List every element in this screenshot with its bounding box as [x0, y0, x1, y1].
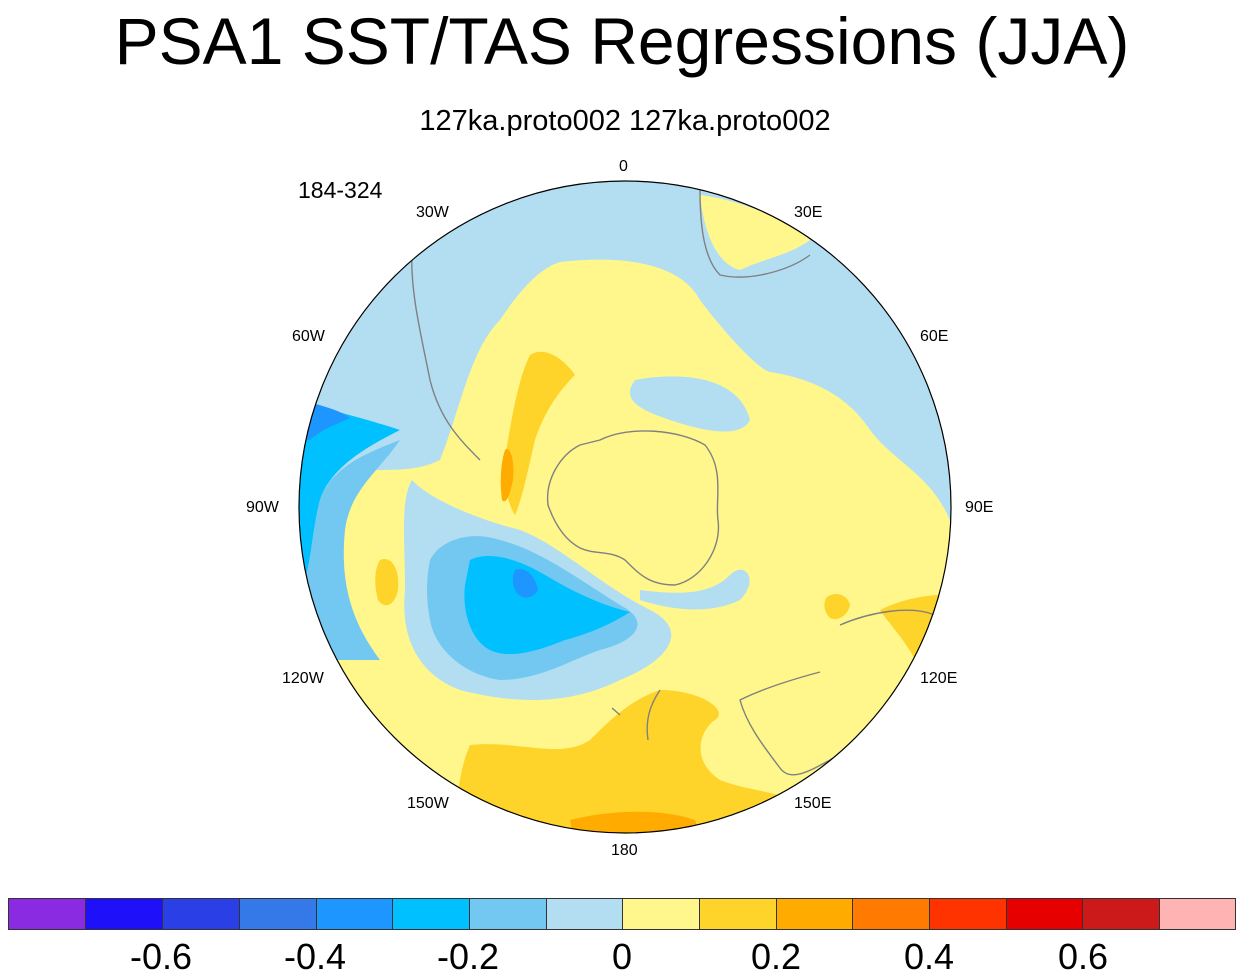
period-label: 184-324 — [298, 177, 383, 203]
plot-subtitle: 127ka.proto002 127ka.proto002 — [419, 105, 831, 137]
colorbar-box — [699, 898, 777, 930]
coast-antarctica — [546, 430, 720, 586]
negative-anomaly-pacific-center — [464, 555, 630, 655]
colorbar-label: -0.6 — [129, 936, 193, 977]
lon-label-180: 180 — [611, 842, 638, 859]
colorbar-label: 0 — [611, 936, 633, 977]
colorbar-box — [239, 898, 317, 930]
colorbar-box — [1159, 898, 1236, 930]
colorbar-label: -0.2 — [436, 936, 500, 977]
coast-africa — [699, 189, 811, 278]
positive-anomaly-nz-sector — [457, 690, 790, 833]
colorbar-box — [776, 898, 854, 930]
lon-label-150e: 150E — [794, 795, 832, 812]
colorbar-label: 0.6 — [1057, 936, 1109, 977]
plot-title: PSA1 SST/TAS Regressions (JJA) — [114, 4, 1130, 78]
coast-new-zealand — [646, 689, 661, 741]
colorbar-box — [622, 898, 700, 930]
antarctica-continent — [547, 430, 719, 585]
colorbar-box — [8, 898, 86, 930]
lon-label-60w: 60W — [292, 328, 325, 345]
positive-anomaly-peninsula-core — [500, 449, 514, 502]
lon-label-120w: 120W — [282, 670, 324, 687]
lon-label-30e: 30E — [794, 204, 823, 221]
colorbar-box — [392, 898, 470, 930]
lon-label-0: 0 — [619, 158, 628, 175]
lon-label-60e: 60E — [920, 328, 949, 345]
negative-anomaly-ring-atlantic — [629, 376, 750, 432]
coast-south-america — [411, 249, 481, 461]
colorbar-box — [1006, 898, 1084, 930]
colorbar-box — [469, 898, 547, 930]
negative-anomaly-pacific-peak — [512, 569, 538, 598]
colorbar-label: -0.4 — [283, 936, 347, 977]
colorbar-label: 0.4 — [903, 936, 955, 977]
colorbar-label: 0.2 — [750, 936, 802, 977]
map-field — [299, 181, 951, 833]
positive-anomaly-south-of-nz — [570, 811, 697, 833]
colorbar — [8, 898, 1236, 932]
positive-anomaly-peninsula — [504, 351, 575, 515]
colorbar-box — [929, 898, 1007, 930]
coast-new-zealand-south — [611, 707, 621, 716]
positive-anomaly-pacific-small — [375, 559, 399, 606]
colorbar-box — [162, 898, 240, 930]
colorbar-box — [316, 898, 394, 930]
negative-anomaly-west-edge — [299, 400, 400, 590]
positive-anomaly-indian-small — [824, 594, 850, 620]
negative-anomaly-west-band — [300, 440, 400, 660]
colorbar-box — [85, 898, 163, 930]
lon-label-90e: 90E — [965, 499, 994, 516]
negative-anomaly-ring-indian — [640, 569, 750, 610]
lon-label-150w: 150W — [407, 795, 449, 812]
map-boundary — [298, 180, 952, 834]
colorbar-box — [1082, 898, 1160, 930]
lon-label-30w: 30W — [416, 204, 449, 221]
negative-anomaly-south-america — [320, 192, 560, 430]
lon-label-120e: 120E — [920, 670, 958, 687]
positive-anomaly-africa — [700, 195, 810, 270]
australia-land — [740, 610, 930, 773]
colorbar-box — [852, 898, 930, 930]
lon-label-90w: 90W — [246, 499, 279, 516]
colorbar-box — [546, 898, 624, 930]
